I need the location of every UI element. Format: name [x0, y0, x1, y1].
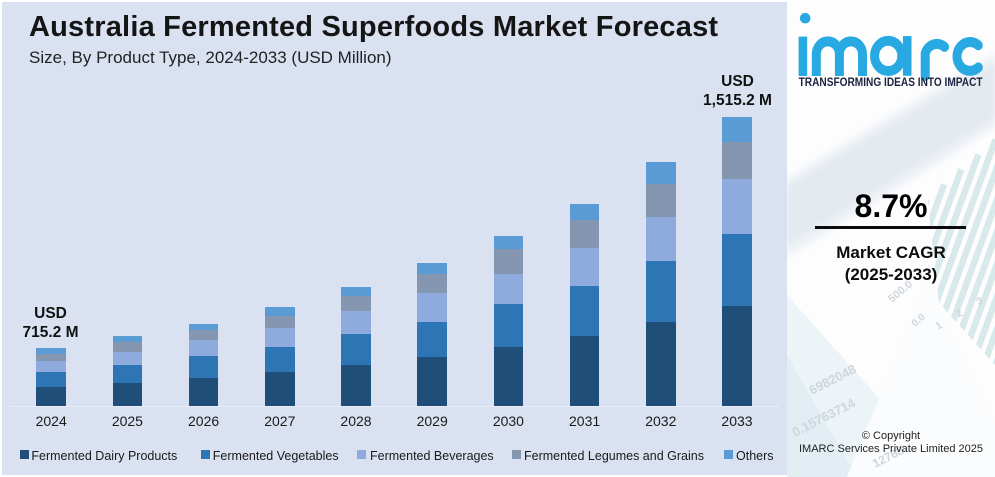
svg-text:TRANSFORMING IDEAS INTO IMPACT: TRANSFORMING IDEAS INTO IMPACT	[799, 77, 983, 89]
